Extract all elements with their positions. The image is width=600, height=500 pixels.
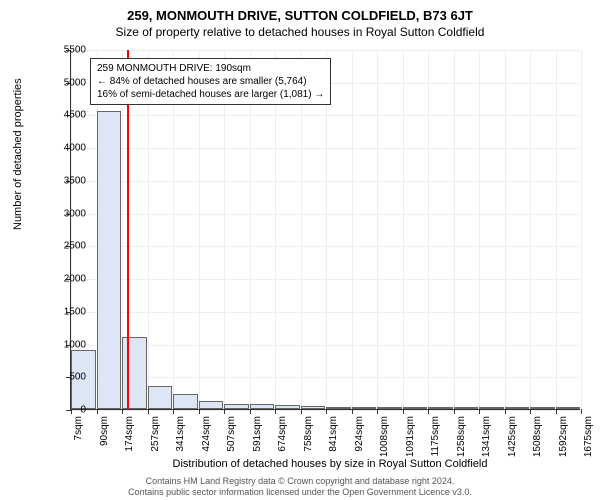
histogram-bar [97, 111, 122, 409]
histogram-bar [505, 407, 530, 409]
chart-plot-area: 259 MONMOUTH DRIVE: 190sqm ← 84% of deta… [70, 50, 580, 410]
histogram-bar [454, 407, 479, 409]
annotation-line1: 259 MONMOUTH DRIVE: 190sqm [97, 62, 324, 75]
xtick-label: 90sqm [99, 416, 110, 446]
annotation-box: 259 MONMOUTH DRIVE: 190sqm ← 84% of deta… [90, 58, 331, 105]
xtick-label: 1592sqm [558, 416, 569, 457]
annotation-line3: 16% of semi-detached houses are larger (… [97, 88, 324, 101]
histogram-bar [199, 401, 224, 410]
chart-title-sub: Size of property relative to detached ho… [0, 23, 600, 39]
ytick-label: 5500 [64, 45, 86, 56]
ytick-label: 500 [69, 372, 86, 383]
xtick-label: 758sqm [303, 416, 314, 452]
histogram-bar [301, 406, 326, 409]
ytick-label: 1000 [64, 339, 86, 350]
histogram-bar [173, 394, 198, 409]
xtick-label: 1175sqm [430, 416, 441, 456]
ytick-label: 1500 [64, 306, 86, 317]
chart-title-main: 259, MONMOUTH DRIVE, SUTTON COLDFIELD, B… [0, 0, 600, 23]
histogram-bar [275, 405, 300, 409]
footer-line2: Contains public sector information licen… [0, 487, 600, 498]
y-axis-label: Number of detached properties [12, 78, 24, 230]
ytick-label: 3500 [64, 175, 86, 186]
histogram-bar [403, 407, 428, 409]
xtick-label: 507sqm [226, 416, 237, 452]
xtick-label: 1341sqm [481, 416, 492, 457]
ytick-label: 2000 [64, 274, 86, 285]
annotation-line2: ← 84% of detached houses are smaller (5,… [97, 75, 324, 88]
xtick-label: 1425sqm [507, 416, 518, 457]
histogram-bar [377, 407, 402, 409]
ytick-label: 4000 [64, 143, 86, 154]
xtick-label: 674sqm [277, 416, 288, 452]
histogram-bar [556, 407, 581, 409]
xtick-label: 841sqm [328, 416, 339, 452]
histogram-bar [148, 386, 173, 409]
ytick-label: 4500 [64, 110, 86, 121]
histogram-bar [326, 407, 351, 409]
histogram-bar [479, 407, 504, 409]
ytick-label: 0 [80, 405, 86, 416]
xtick-label: 174sqm [124, 416, 135, 452]
ytick-label: 2500 [64, 241, 86, 252]
xtick-label: 7sqm [73, 416, 84, 440]
xtick-label: 1675sqm [583, 416, 594, 457]
xtick-label: 1508sqm [532, 416, 543, 457]
xtick-label: 1091sqm [405, 416, 416, 457]
histogram-bar [122, 337, 147, 409]
xtick-label: 591sqm [252, 416, 263, 452]
ytick-label: 3000 [64, 208, 86, 219]
histogram-bar [530, 407, 555, 409]
xtick-label: 424sqm [201, 416, 212, 452]
footer-line1: Contains HM Land Registry data © Crown c… [0, 476, 600, 487]
xtick-label: 1008sqm [379, 416, 390, 457]
xtick-label: 341sqm [175, 416, 186, 452]
histogram-bar [224, 404, 249, 409]
histogram-bar [428, 407, 453, 409]
x-axis-label: Distribution of detached houses by size … [30, 458, 600, 470]
footer-attribution: Contains HM Land Registry data © Crown c… [0, 476, 600, 498]
xtick-label: 1258sqm [456, 416, 467, 457]
xtick-label: 257sqm [150, 416, 161, 452]
histogram-bar [250, 404, 275, 409]
xtick-label: 924sqm [354, 416, 365, 452]
histogram-bar [352, 407, 377, 409]
ytick-label: 5000 [64, 77, 86, 88]
